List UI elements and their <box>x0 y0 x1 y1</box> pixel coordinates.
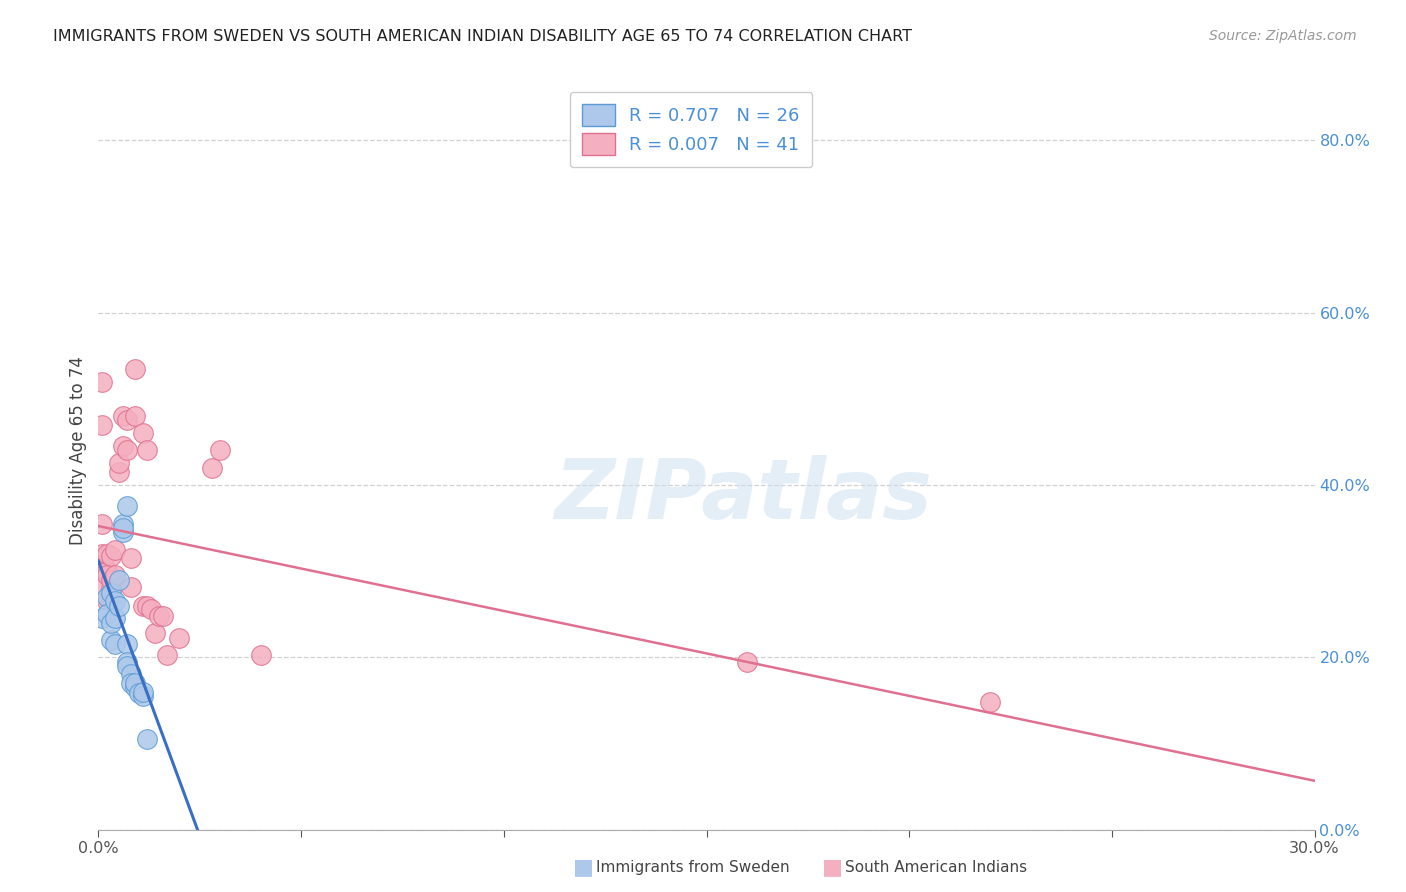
Point <box>96 564 118 578</box>
Point <box>132 426 155 441</box>
Point <box>91 564 114 578</box>
Point <box>124 681 146 695</box>
Point <box>136 443 159 458</box>
Point <box>169 632 191 646</box>
Point <box>91 611 114 625</box>
Point <box>96 594 118 608</box>
Point <box>124 361 146 376</box>
Point <box>120 580 142 594</box>
Point <box>96 568 118 582</box>
Point <box>100 585 122 599</box>
Point <box>120 667 142 681</box>
Point <box>107 599 129 613</box>
Text: ZIPatlas: ZIPatlas <box>554 456 932 536</box>
Point <box>132 684 155 698</box>
Point <box>96 607 118 622</box>
Point <box>136 599 159 613</box>
Point <box>104 542 127 557</box>
Point <box>107 465 129 479</box>
Point <box>104 611 127 625</box>
Point <box>136 732 159 747</box>
Text: Source: ZipAtlas.com: Source: ZipAtlas.com <box>1209 29 1357 43</box>
Text: IMMIGRANTS FROM SWEDEN VS SOUTH AMERICAN INDIAN DISABILITY AGE 65 TO 74 CORRELAT: IMMIGRANTS FROM SWEDEN VS SOUTH AMERICAN… <box>53 29 912 44</box>
Point <box>111 439 134 453</box>
Point <box>249 648 271 662</box>
Point <box>100 591 122 606</box>
Point <box>156 648 179 662</box>
Point <box>979 695 1001 709</box>
Point <box>107 573 129 587</box>
Point <box>128 686 150 700</box>
Point <box>104 568 127 582</box>
Point <box>100 549 122 563</box>
Point <box>91 516 114 531</box>
Point <box>124 676 146 690</box>
Legend: R = 0.707   N = 26, R = 0.007   N = 41: R = 0.707 N = 26, R = 0.007 N = 41 <box>569 92 813 168</box>
Point <box>132 689 155 703</box>
Point <box>132 599 155 613</box>
Point <box>111 525 134 540</box>
Point <box>96 547 118 561</box>
Point <box>209 443 232 458</box>
Point <box>91 375 114 389</box>
Point <box>100 582 122 596</box>
Text: South American Indians: South American Indians <box>845 860 1028 874</box>
Point <box>115 500 138 514</box>
Point <box>120 676 142 690</box>
Point <box>91 547 114 561</box>
Point <box>115 413 138 427</box>
Point <box>735 655 758 669</box>
Point <box>201 460 224 475</box>
Point <box>115 655 138 669</box>
Point <box>91 577 114 591</box>
Point <box>152 608 174 623</box>
Point <box>100 615 122 630</box>
Point <box>111 521 134 535</box>
Point <box>139 602 162 616</box>
Point <box>107 456 129 470</box>
Y-axis label: Disability Age 65 to 74: Disability Age 65 to 74 <box>69 356 87 545</box>
Point <box>148 608 170 623</box>
Point <box>115 658 138 673</box>
Point <box>124 409 146 423</box>
Point <box>104 637 127 651</box>
Point <box>100 573 122 587</box>
Text: Immigrants from Sweden: Immigrants from Sweden <box>596 860 790 874</box>
Point <box>120 551 142 566</box>
Point <box>115 443 138 458</box>
Point <box>91 417 114 432</box>
Point <box>96 590 118 604</box>
Point <box>104 594 127 608</box>
Text: ■: ■ <box>823 857 842 877</box>
Text: ■: ■ <box>574 857 593 877</box>
Point <box>111 409 134 423</box>
Point <box>100 633 122 648</box>
Point <box>115 637 138 651</box>
Point <box>111 516 134 531</box>
Point <box>143 626 166 640</box>
